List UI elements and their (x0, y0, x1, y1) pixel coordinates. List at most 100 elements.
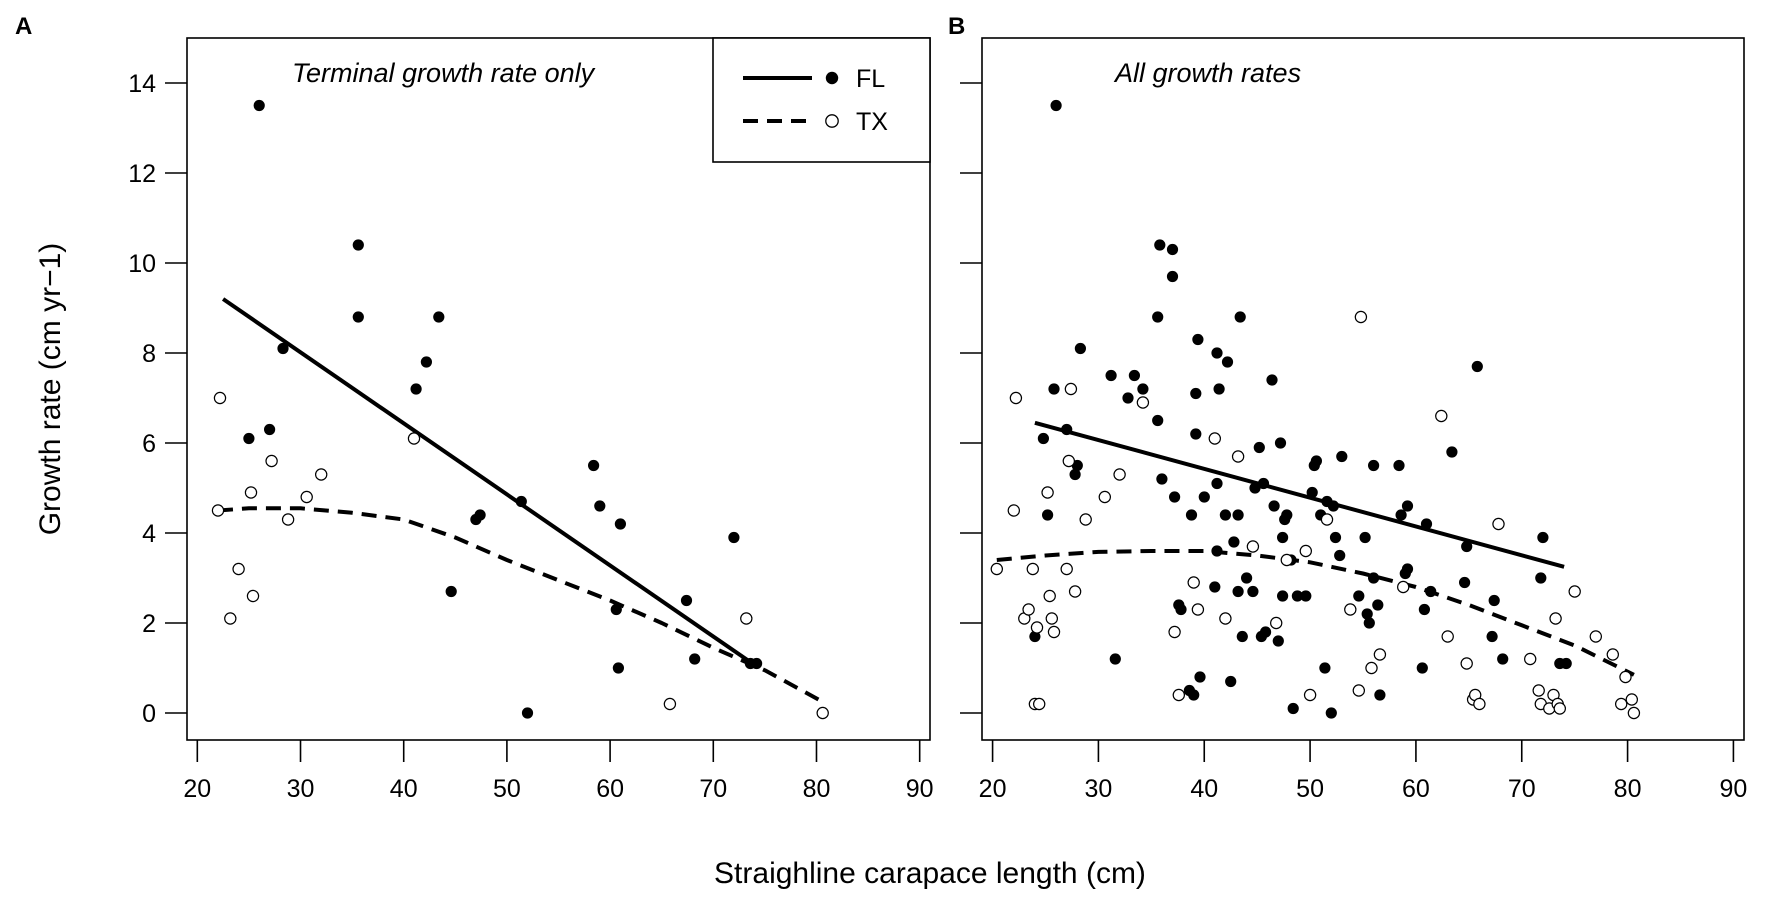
panel-b-fl-point (1166, 243, 1179, 256)
panel-b: B 20 30 40 50 60 70 80 90 All growth rates (948, 13, 1747, 803)
panel-b-tx-point (1492, 517, 1505, 531)
panel-b-fl-point (1219, 509, 1231, 521)
panel-a-tx-point (663, 697, 677, 711)
panel-b-fl-point (1050, 99, 1062, 112)
panel-b-fl-point (1401, 563, 1414, 575)
panel-b-fl-point (1225, 675, 1237, 688)
panel-b-tx-point (1191, 603, 1205, 616)
panel-a-tx-point (300, 490, 313, 504)
panel-b-fl-point (1175, 603, 1187, 616)
panel-b-frame (981, 37, 1745, 741)
legend-tx-marker (825, 114, 839, 128)
panel-b-fl-point (1372, 599, 1384, 611)
panel-b-fl-point (1257, 477, 1270, 490)
panel-a-fl-point (352, 239, 364, 251)
panel-b-tx-point (1619, 670, 1632, 684)
panel-b-fl-point (1395, 509, 1407, 521)
panel-a-tx-point (281, 513, 295, 526)
panel-b-fl-point (1287, 702, 1299, 715)
panel-b-fl-point (1154, 239, 1166, 251)
panel-b-tx-point (1168, 625, 1181, 639)
panel-a-marks (211, 99, 829, 720)
panel-a-y-tick-label: 0 (142, 700, 156, 728)
panel-a-tx-point (740, 612, 753, 625)
panel-b-x-tick-label: 80 (1614, 775, 1642, 803)
panel-a-tx-point (816, 706, 829, 720)
panel-b-fl-point (1306, 486, 1318, 499)
panel-b-tx-point (1208, 432, 1222, 445)
panel-b-fl-point (1418, 603, 1430, 616)
panel-b-x-tick-label: 60 (1402, 775, 1430, 803)
panel-b-fl-point (1300, 590, 1312, 602)
panel-b-tx-point (1060, 562, 1073, 576)
panel-a-tx-point (213, 391, 227, 405)
panel-b-label: B (948, 13, 965, 40)
panel-b-tx-point (1030, 621, 1044, 634)
panel-b-fl-point (1211, 545, 1223, 557)
panel-b-fl-point (1334, 549, 1346, 562)
panel-a-fl-point (445, 585, 457, 598)
panel-b-fl-point (1211, 477, 1223, 490)
panel-b-fl-point (1190, 428, 1202, 440)
panel-b-fl-point (1128, 369, 1140, 382)
panel-a-tx-point (315, 468, 328, 481)
panel-a-fl-point (515, 495, 527, 508)
panel-a-y-tick-label: 2 (142, 610, 156, 638)
panel-b-tx-point (1047, 625, 1061, 639)
panel-a-fl-point (751, 657, 763, 670)
panel-b-fl-point (1166, 270, 1179, 283)
panel-b-fl-point (1253, 441, 1265, 454)
panel-a-y-tick-label: 8 (142, 340, 156, 368)
panel-a-y-tick-label: 14 (128, 70, 156, 98)
panel-b-fl-point (1061, 423, 1073, 436)
panel-b-fl-point (1209, 581, 1221, 593)
panel-b-tx-point (1625, 693, 1639, 706)
panel-b-fl-point (1152, 311, 1164, 323)
panel-b-x-tick-label: 40 (1190, 775, 1218, 803)
panel-a-tx-point (246, 589, 260, 603)
panel-a-fl-point (689, 653, 701, 665)
panel-a-x-tick-label: 60 (596, 775, 624, 803)
panel-b-fl-point (1497, 653, 1509, 665)
panel-b-x-tick-label: 20 (979, 775, 1007, 803)
panel-a-x-tick-label: 20 (183, 775, 211, 803)
panel-b-fl-point (1368, 459, 1380, 472)
panel-a-fl-fit-line (221, 297, 754, 666)
panel-b-fl-point (1425, 585, 1437, 598)
panel-a: A 20 30 40 50 60 70 80 90 0 2 4 6 8 10 12 14 Terminal g… (15, 13, 934, 803)
panel-b-x-tick-label: 90 (1720, 775, 1748, 803)
panel-b-tx-point (1627, 706, 1641, 720)
panel-b-fl-point (1281, 509, 1293, 521)
panel-b-tx-point (1098, 490, 1112, 504)
panel-a-fl-point (521, 707, 534, 719)
panel-b-fl-point (1247, 585, 1259, 598)
panel-b-tx-point (1187, 576, 1200, 589)
panel-a-fl-point (420, 356, 432, 368)
panel-b-tx-point (1365, 661, 1378, 675)
panel-b-tx-point (1460, 657, 1473, 670)
panel-b-tx-point (1007, 504, 1021, 517)
panel-b-fl-point (1198, 491, 1210, 503)
panel-b-tx-point (990, 562, 1004, 576)
panel-a-fl-point (594, 500, 606, 512)
panel-b-fl-point (1190, 387, 1202, 400)
panel-b-fl-point (1537, 531, 1549, 544)
panel-b-tx-point (1136, 396, 1150, 409)
panel-b-fl-fit-line (1034, 420, 1565, 569)
panel-b-tx-point (1320, 513, 1334, 526)
panel-b-tx-point (1113, 468, 1126, 481)
panel-a-fl-point (277, 342, 289, 355)
panel-b-tx-point (1280, 553, 1294, 567)
panel-b-tx-point (1045, 612, 1059, 625)
panel-b-fl-point (1192, 333, 1204, 346)
panel-a-y-tick-label: 6 (142, 430, 156, 458)
panel-a-frame (186, 37, 931, 741)
panel-a-fl-point (474, 509, 486, 521)
panel-b-fl-point (1359, 531, 1371, 544)
panel-b-tx-point (1064, 382, 1078, 396)
panel-a-x-tick-label: 30 (287, 775, 315, 803)
panel-b-fl-point (1232, 585, 1244, 598)
panel-b-marks (990, 99, 1641, 720)
panel-b-tx-point (1079, 513, 1092, 526)
panel-a-fl-point (680, 594, 693, 607)
